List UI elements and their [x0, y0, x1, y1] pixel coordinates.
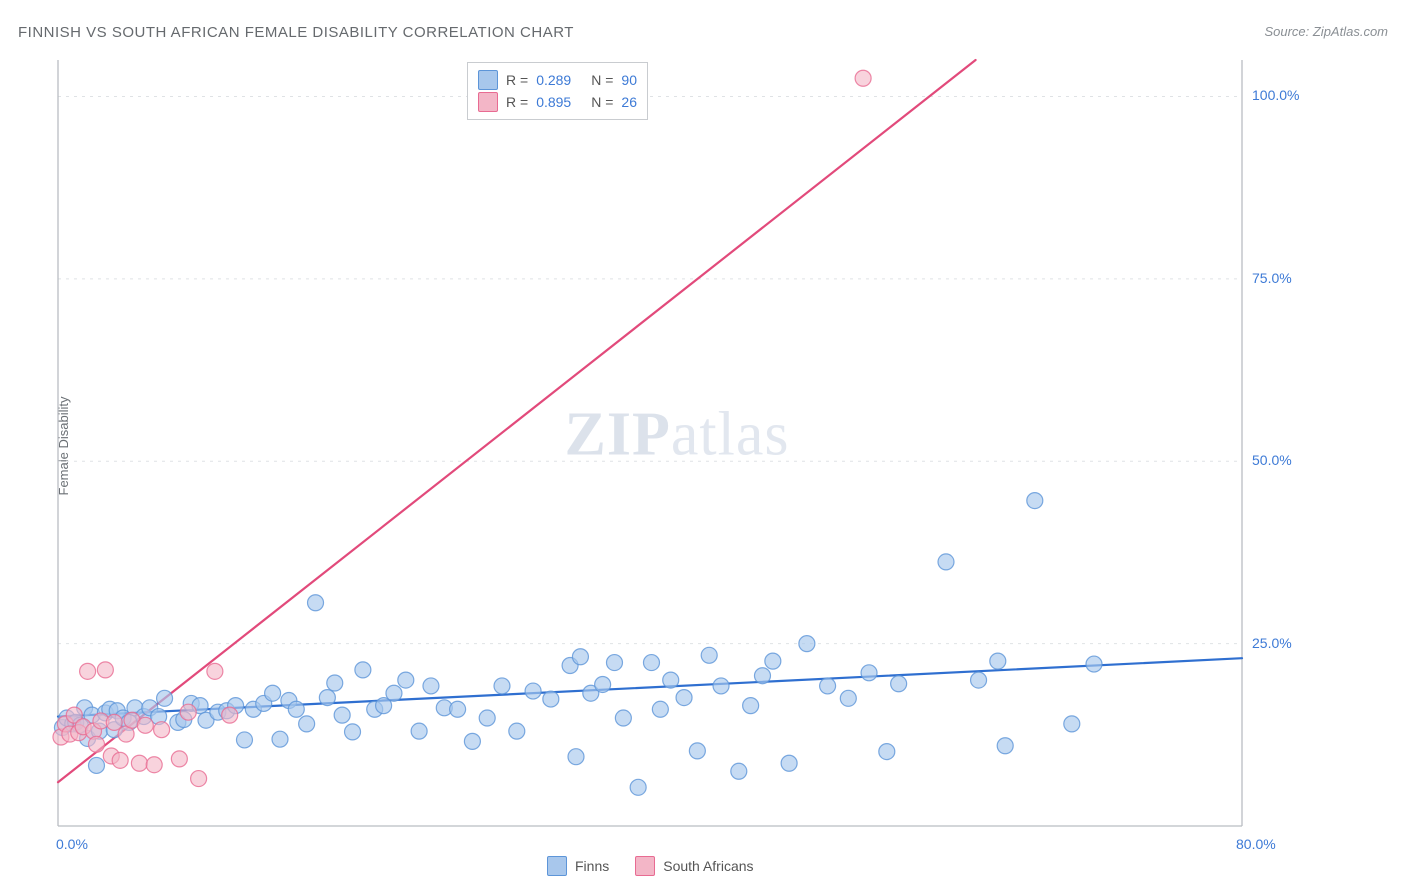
scatter-plot-svg — [52, 56, 1302, 846]
y-tick-label: 25.0% — [1252, 635, 1292, 651]
legend-r-label: R = — [506, 69, 528, 91]
legend-n-label: N = — [591, 69, 613, 91]
legend-swatch-sa — [635, 856, 655, 876]
correlation-legend: R = 0.289 N = 90 R = 0.895 N = 26 — [467, 62, 648, 120]
source-attribution: Source: ZipAtlas.com — [1264, 24, 1388, 39]
legend-row-sa: R = 0.895 N = 26 — [478, 91, 637, 113]
legend-n-label: N = — [591, 91, 613, 113]
series-legend: Finns South Africans — [547, 856, 754, 876]
legend-n-value-finns: 90 — [621, 69, 637, 91]
legend-swatch-finns — [547, 856, 567, 876]
plot-area: ZIPatlas R = 0.289 N = 90 R = 0.895 N = … — [52, 56, 1302, 846]
legend-n-value-sa: 26 — [621, 91, 637, 113]
y-tick-label: 100.0% — [1252, 87, 1299, 103]
legend-item-sa: South Africans — [635, 856, 753, 876]
legend-swatch-finns — [478, 70, 498, 90]
legend-r-value-finns: 0.289 — [536, 69, 571, 91]
legend-r-label: R = — [506, 91, 528, 113]
legend-r-value-sa: 0.895 — [536, 91, 571, 113]
x-tick-label: 80.0% — [1236, 836, 1276, 852]
y-tick-label: 75.0% — [1252, 270, 1292, 286]
x-tick-label: 0.0% — [56, 836, 88, 852]
legend-item-finns: Finns — [547, 856, 609, 876]
y-tick-label: 50.0% — [1252, 452, 1292, 468]
chart-title: FINNISH VS SOUTH AFRICAN FEMALE DISABILI… — [18, 24, 574, 41]
legend-label-sa: South Africans — [663, 858, 753, 874]
legend-row-finns: R = 0.289 N = 90 — [478, 69, 637, 91]
legend-swatch-sa — [478, 92, 498, 112]
chart-container: FINNISH VS SOUTH AFRICAN FEMALE DISABILI… — [0, 0, 1406, 892]
legend-label-finns: Finns — [575, 858, 609, 874]
